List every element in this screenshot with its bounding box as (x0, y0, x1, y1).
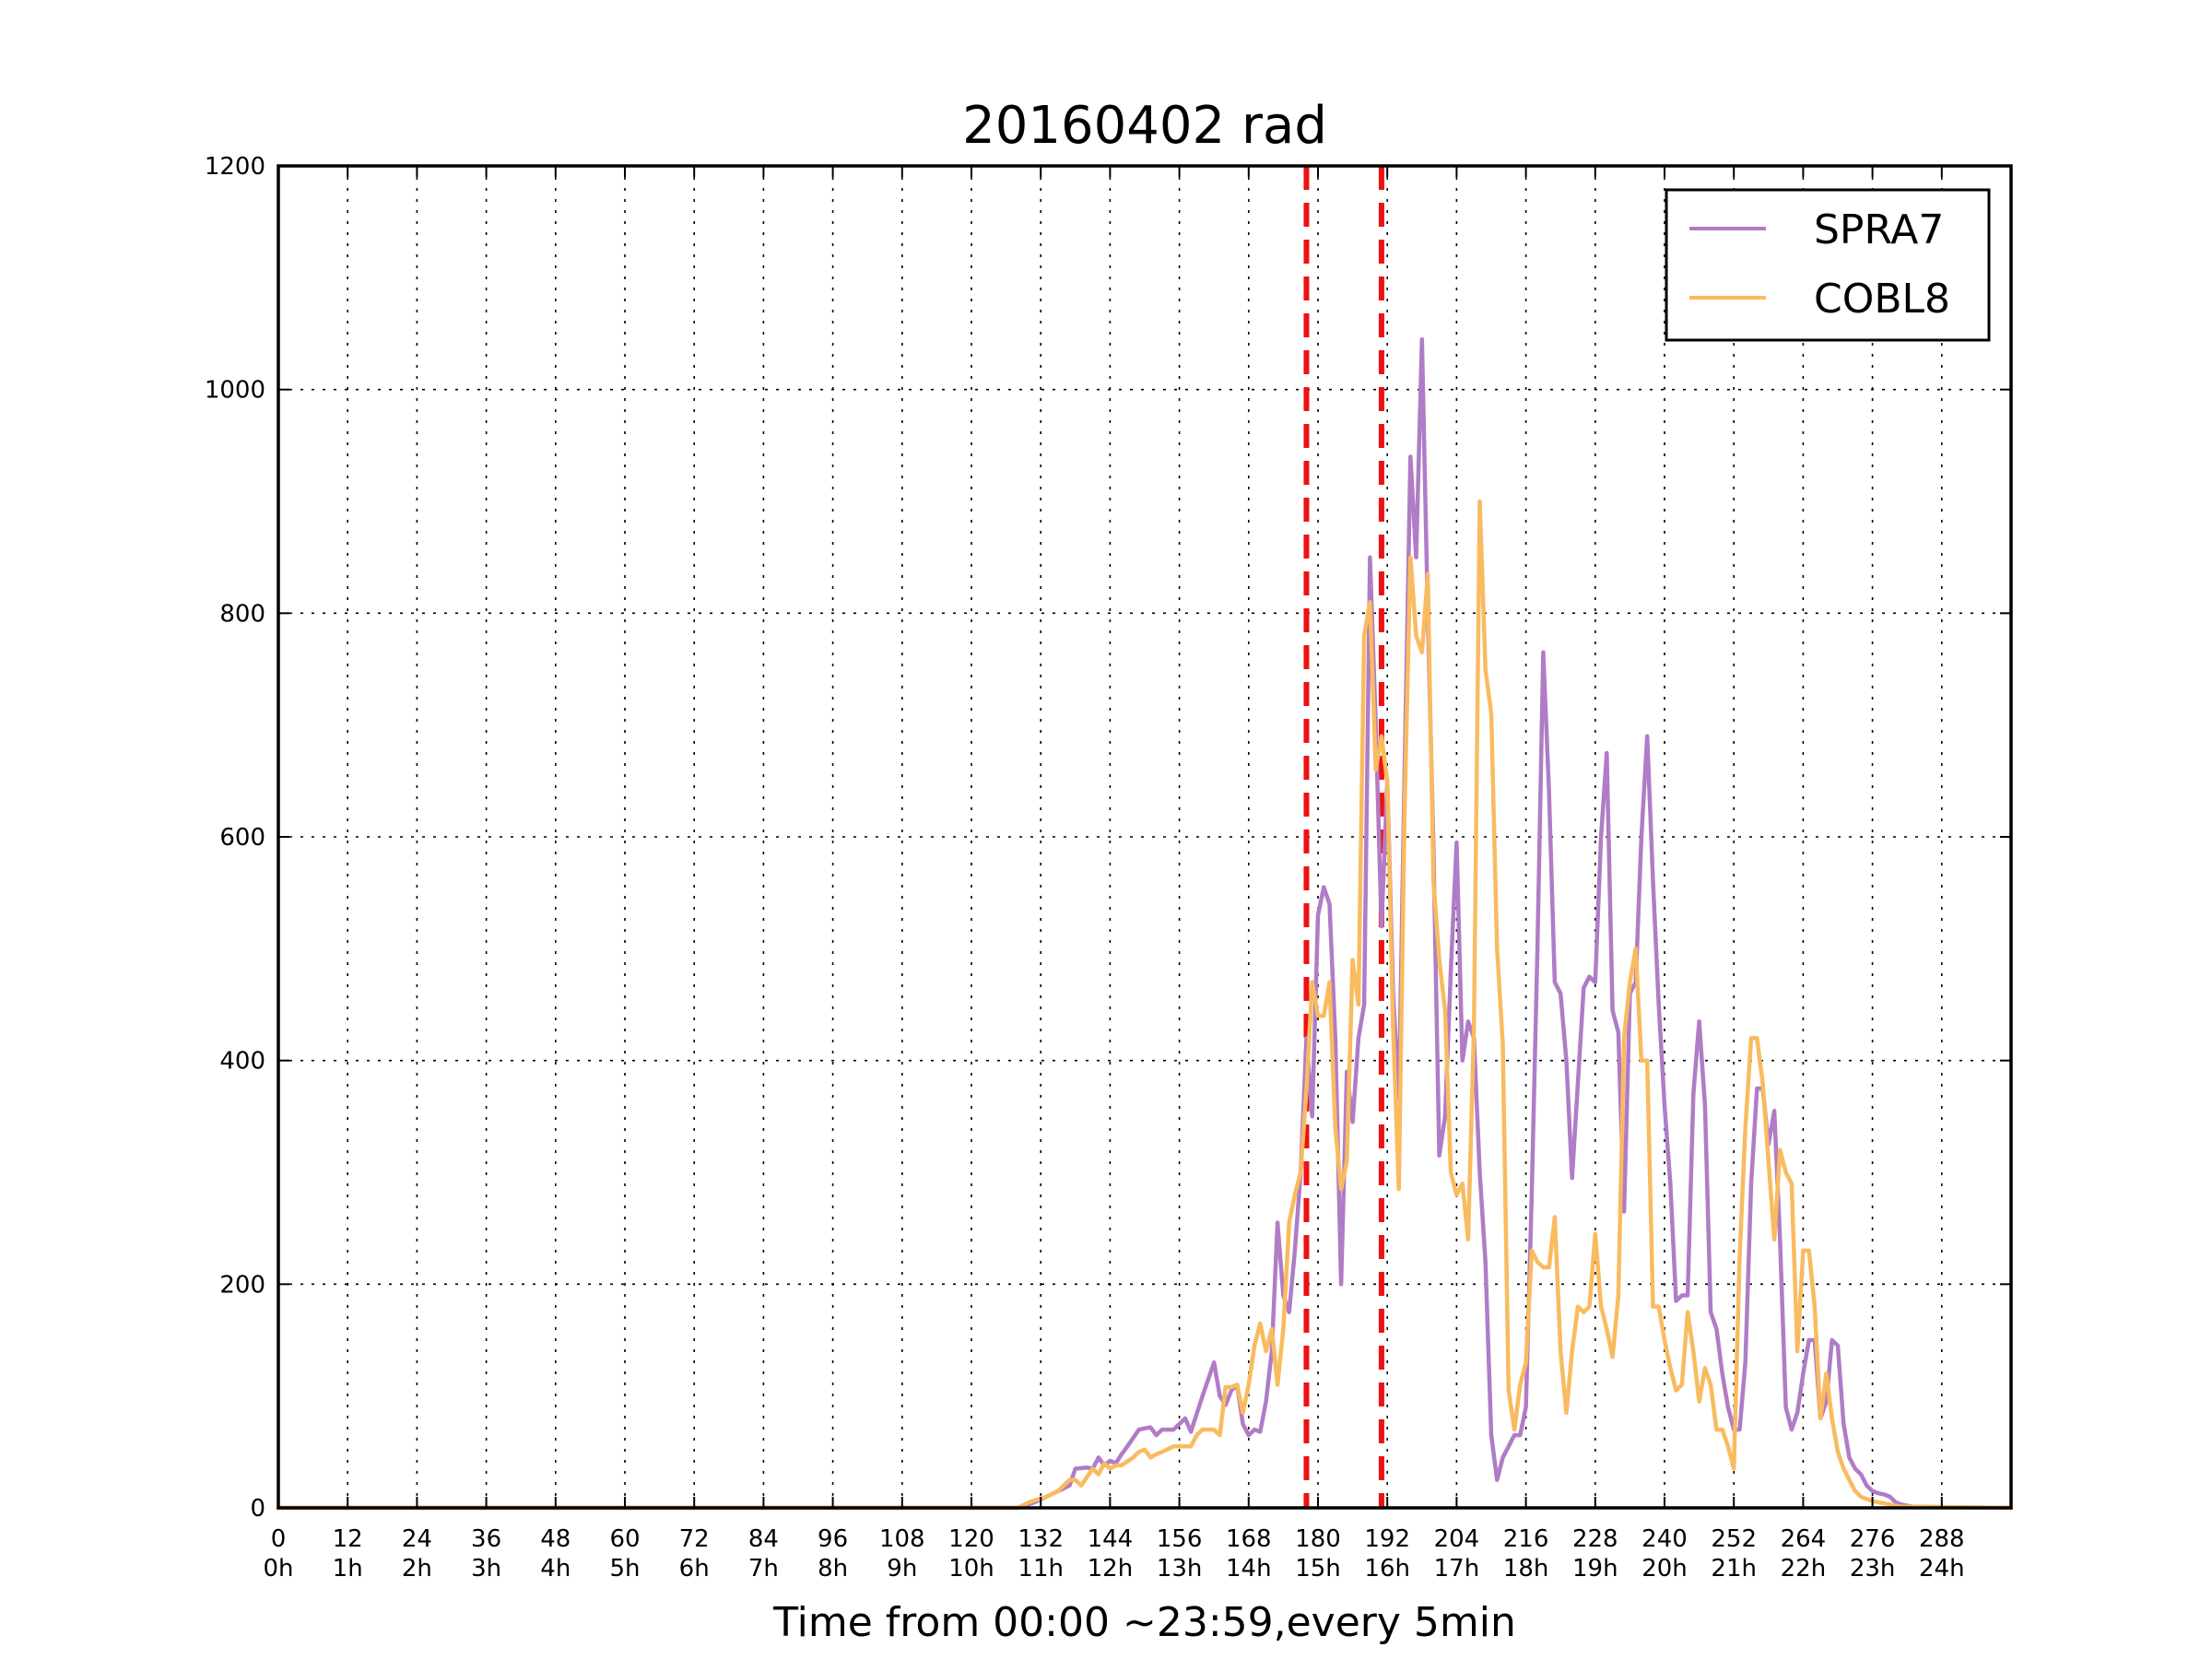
x-tick-label: 96 (818, 1525, 848, 1553)
legend-label-spra7: SPRA7 (1814, 206, 1944, 253)
x-tick-label: 84 (748, 1525, 779, 1553)
x-tick-label: 36 (471, 1525, 501, 1553)
x-tick-sublabel: 5h (609, 1555, 640, 1583)
x-tick-sublabel: 13h (1157, 1555, 1203, 1583)
x-tick-label: 252 (1711, 1525, 1757, 1553)
x-tick-label: 228 (1572, 1525, 1618, 1553)
x-tick-sublabel: 11h (1018, 1555, 1064, 1583)
chart-title: 20160402 rad (962, 96, 1327, 156)
x-tick-sublabel: 6h (679, 1555, 710, 1583)
x-tick-label: 0 (271, 1525, 287, 1553)
x-tick-label: 180 (1295, 1525, 1341, 1553)
series-lines (276, 336, 2014, 1511)
y-axis-ticks: 0 200 400 600 800 1000 1200 (205, 153, 2011, 1523)
x-tick-label: 288 (1919, 1525, 1965, 1553)
y-tick-label: 0 (250, 1495, 265, 1523)
x-tick-sublabel: 9h (887, 1555, 917, 1583)
y-tick-label: 800 (219, 600, 265, 628)
x-tick-label: 120 (948, 1525, 994, 1553)
x-tick-sublabel: 16h (1364, 1555, 1410, 1583)
x-tick-sublabel: 22h (1781, 1555, 1827, 1583)
x-tick-sublabel: 15h (1295, 1555, 1341, 1583)
x-tick-label: 132 (1018, 1525, 1064, 1553)
x-tick-label: 108 (879, 1525, 925, 1553)
x-tick-label: 60 (609, 1525, 640, 1553)
x-tick-sublabel: 19h (1572, 1555, 1618, 1583)
x-tick-sublabel: 4h (540, 1555, 571, 1583)
legend-box (1665, 188, 1991, 342)
x-tick-label: 276 (1850, 1525, 1896, 1553)
x-tick-label: 264 (1781, 1525, 1827, 1553)
legend-label-cobl8: COBL8 (1814, 276, 1950, 323)
x-tick-sublabel: 21h (1711, 1555, 1757, 1583)
x-tick-label: 12 (333, 1525, 363, 1553)
x-tick-label: 216 (1503, 1525, 1549, 1553)
x-tick-label: 156 (1157, 1525, 1203, 1553)
y-tick-label: 200 (219, 1271, 265, 1299)
legend: SPRA7 COBL8 (1665, 188, 1991, 342)
x-tick-sublabel: 18h (1503, 1555, 1549, 1583)
x-tick-sublabel: 1h (333, 1555, 363, 1583)
x-tick-sublabel: 12h (1088, 1555, 1134, 1583)
x-tick-label: 240 (1641, 1525, 1688, 1553)
x-tick-label: 168 (1226, 1525, 1272, 1553)
x-tick-sublabel: 7h (748, 1555, 779, 1583)
x-tick-sublabel: 24h (1919, 1555, 1965, 1583)
y-tick-label: 600 (219, 824, 265, 852)
x-tick-label: 144 (1088, 1525, 1134, 1553)
x-tick-label: 48 (540, 1525, 571, 1553)
x-tick-sublabel: 8h (818, 1555, 848, 1583)
series-line-spra7 (276, 336, 2014, 1511)
y-tick-label: 1200 (205, 153, 265, 181)
y-tick-label: 400 (219, 1048, 265, 1076)
series-line-cobl8 (276, 499, 2014, 1511)
x-tick-sublabel: 0h (263, 1555, 293, 1583)
y-tick-label: 1000 (205, 377, 265, 405)
x-tick-sublabel: 20h (1641, 1555, 1688, 1583)
x-tick-sublabel: 10h (948, 1555, 994, 1583)
x-tick-sublabel: 23h (1850, 1555, 1896, 1583)
x-tick-label: 192 (1364, 1525, 1410, 1553)
x-tick-sublabel: 2h (402, 1555, 432, 1583)
x-axis-label: Time from 00:00 ~23:59,every 5min (772, 1599, 1516, 1646)
x-tick-label: 24 (402, 1525, 432, 1553)
x-tick-sublabel: 14h (1226, 1555, 1272, 1583)
x-tick-label: 204 (1434, 1525, 1480, 1553)
x-tick-label: 72 (679, 1525, 710, 1553)
x-tick-sublabel: 17h (1434, 1555, 1480, 1583)
x-tick-sublabel: 3h (471, 1555, 501, 1583)
event-marker-lines (1303, 166, 1384, 1508)
